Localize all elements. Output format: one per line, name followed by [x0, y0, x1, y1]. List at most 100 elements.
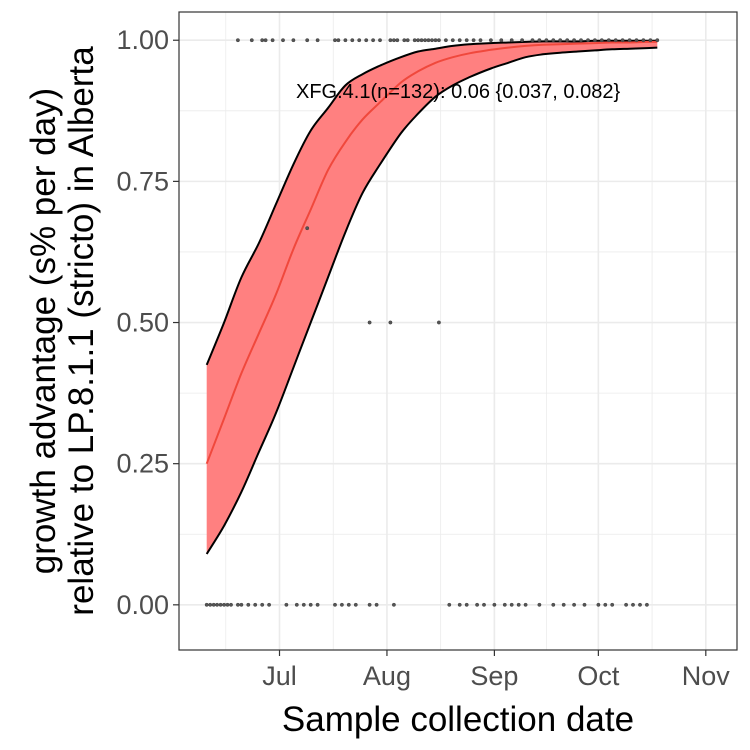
data-point: [364, 38, 369, 43]
data-point: [225, 602, 230, 607]
data-point: [402, 38, 407, 43]
data-point: [603, 602, 608, 607]
data-point: [610, 602, 615, 607]
data-point: [471, 38, 476, 43]
data-point: [336, 38, 341, 43]
y-axis-title-line-2: relative to LP.8.1.1 (stricto) in Albert…: [62, 46, 101, 616]
data-point: [551, 38, 556, 43]
data-point: [433, 38, 438, 43]
data-point: [246, 602, 251, 607]
data-point: [416, 38, 420, 43]
data-point: [346, 602, 351, 607]
data-point: [482, 602, 486, 607]
data-point: [478, 38, 483, 43]
data-point: [284, 602, 289, 607]
data-point: [419, 38, 424, 43]
y-tick-label: 1.00: [116, 25, 169, 55]
data-point: [436, 38, 441, 43]
y-tick-label: 0.00: [116, 590, 169, 620]
data-point: [308, 602, 313, 607]
x-axis-title: Sample collection date: [282, 700, 634, 739]
data-point: [502, 602, 507, 607]
data-point: [457, 38, 462, 43]
y-axis-ticks: 0.00 0.25 0.50 0.75 1.00: [116, 25, 179, 620]
data-point: [558, 38, 563, 43]
data-point: [475, 602, 479, 607]
data-point: [599, 38, 604, 43]
data-point: [572, 602, 576, 607]
data-point: [464, 38, 469, 43]
observation-points: [204, 38, 660, 607]
x-tick-label: Oct: [577, 661, 620, 691]
data-point: [537, 602, 542, 607]
data-point: [378, 38, 382, 43]
y-tick-label: 0.75: [116, 166, 169, 196]
data-point: [447, 602, 452, 607]
x-axis-ticks: Jul Aug Sep Oct Nov: [262, 650, 730, 691]
y-tick-label: 0.25: [116, 449, 169, 479]
data-point: [593, 38, 597, 43]
data-point: [565, 38, 570, 43]
data-point: [235, 38, 240, 43]
data-point: [218, 602, 223, 607]
data-point: [249, 38, 254, 43]
data-point: [388, 320, 393, 325]
data-point: [315, 602, 320, 607]
data-point: [488, 38, 493, 43]
data-point: [343, 38, 348, 43]
x-tick-label: Sep: [470, 661, 518, 691]
data-point: [263, 38, 268, 43]
data-point: [267, 602, 271, 607]
data-point: [391, 38, 396, 43]
x-tick-label: Jul: [262, 661, 297, 691]
data-point: [509, 38, 514, 43]
data-point: [443, 38, 448, 43]
fit-annotation: XFG.4.1(n=132): 0.06 {0.037, 0.082}: [296, 81, 620, 103]
data-point: [333, 38, 337, 43]
data-point: [634, 38, 639, 43]
y-axis-title: growth advantage (s% per day) relative t…: [24, 46, 101, 616]
data-point: [544, 38, 549, 43]
data-point: [551, 602, 556, 607]
data-point: [294, 602, 299, 607]
data-point: [645, 602, 649, 607]
data-point: [253, 602, 258, 607]
data-point: [350, 38, 355, 43]
data-point: [561, 602, 566, 607]
ribbon-upper-edge: [205, 39, 658, 366]
data-point: [499, 38, 504, 43]
data-point: [357, 38, 362, 43]
data-point: [291, 38, 296, 43]
data-point: [239, 602, 244, 607]
y-axis-title-line-1: growth advantage (s% per day): [24, 88, 63, 574]
plot-panel-border: [178, 11, 738, 651]
data-point: [374, 602, 379, 607]
data-point: [305, 38, 310, 43]
data-point: [509, 602, 514, 607]
data-point: [423, 38, 427, 43]
data-point: [641, 38, 646, 43]
data-point: [620, 38, 625, 43]
data-point: [215, 602, 220, 607]
data-point: [516, 602, 521, 607]
x-tick-label: Nov: [682, 661, 731, 691]
data-point: [436, 320, 441, 325]
data-point: [638, 602, 642, 607]
data-point: [391, 602, 396, 607]
data-point: [260, 602, 265, 607]
data-point: [523, 602, 528, 607]
y-tick-label: 0.50: [116, 308, 169, 338]
data-point: [655, 38, 660, 43]
data-point: [211, 602, 216, 607]
data-point: [301, 602, 306, 607]
data-point: [457, 602, 462, 607]
data-point: [627, 38, 632, 43]
data-point: [305, 226, 310, 231]
data-point: [260, 38, 265, 43]
data-point: [430, 38, 434, 43]
data-point: [333, 602, 337, 607]
data-point: [631, 602, 635, 607]
data-point: [353, 602, 358, 607]
data-point: [235, 602, 240, 607]
data-point: [579, 38, 583, 43]
